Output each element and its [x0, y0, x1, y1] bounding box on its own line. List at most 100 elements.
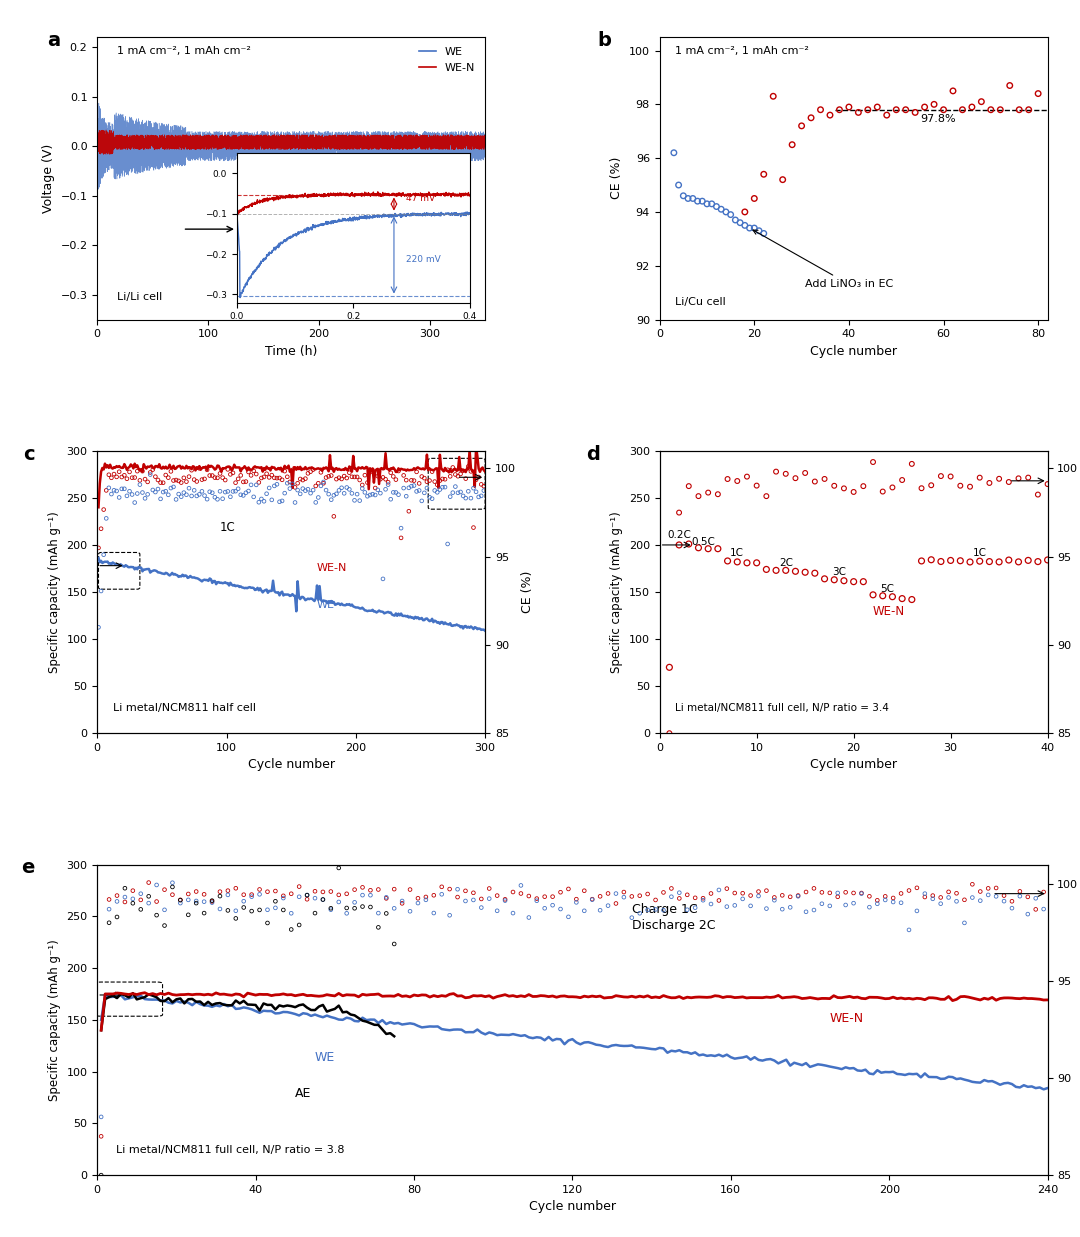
- Point: [885, 892, 902, 912]
- Point: [944, 80, 961, 100]
- Point: [322, 882, 339, 902]
- Point: [497, 889, 514, 909]
- Point: [457, 881, 474, 901]
- Point: [129, 484, 146, 503]
- Point: [157, 481, 174, 501]
- Point: [442, 466, 459, 486]
- Point: [126, 468, 144, 487]
- Point: [583, 889, 600, 909]
- Point: [156, 901, 173, 920]
- Point: [379, 475, 396, 495]
- Point: [298, 889, 315, 909]
- Point: [162, 461, 179, 481]
- Point: [126, 492, 144, 512]
- Text: 97.8%: 97.8%: [920, 114, 956, 124]
- Point: [372, 469, 389, 489]
- Y-axis label: CE (%): CE (%): [522, 570, 535, 614]
- Point: [312, 463, 329, 482]
- Point: [327, 469, 345, 489]
- Point: [148, 892, 165, 912]
- Point: [694, 888, 712, 908]
- Point: [1010, 469, 1027, 489]
- Point: [362, 881, 379, 901]
- Point: [639, 884, 657, 904]
- Point: [426, 481, 443, 501]
- Point: [793, 116, 810, 136]
- Point: [116, 479, 133, 499]
- Point: [457, 469, 474, 489]
- Point: [170, 471, 187, 491]
- Point: [782, 887, 799, 907]
- Point: [854, 476, 872, 496]
- Point: [372, 484, 389, 503]
- Point: [292, 484, 309, 503]
- Point: [110, 461, 127, 481]
- Point: [888, 100, 905, 120]
- Point: [108, 907, 125, 927]
- Point: [623, 908, 640, 928]
- Point: [980, 884, 997, 904]
- Point: [951, 476, 969, 496]
- Text: AE: AE: [295, 1087, 311, 1101]
- Point: [298, 886, 315, 905]
- Point: [286, 492, 303, 512]
- Point: [797, 463, 814, 482]
- Point: [274, 886, 292, 905]
- Point: [438, 534, 456, 554]
- Point: [108, 481, 125, 501]
- Point: [325, 506, 342, 526]
- Point: [136, 489, 153, 508]
- Point: [1039, 474, 1056, 494]
- Point: [948, 892, 966, 912]
- Point: [212, 481, 229, 501]
- Point: [972, 882, 989, 902]
- Point: [739, 466, 756, 486]
- Point: [464, 891, 482, 910]
- Point: [942, 550, 959, 570]
- Point: [108, 886, 125, 905]
- Point: [447, 465, 464, 485]
- Point: [963, 98, 981, 118]
- Point: [90, 617, 107, 637]
- Point: [148, 905, 165, 925]
- Text: c: c: [24, 445, 36, 464]
- Point: [1011, 882, 1028, 902]
- Point: [149, 470, 166, 490]
- Point: [235, 892, 253, 912]
- Point: [948, 883, 966, 903]
- Y-axis label: Specific capacity (mAh g⁻¹): Specific capacity (mAh g⁻¹): [48, 939, 60, 1101]
- Point: [117, 892, 134, 912]
- Point: [214, 489, 231, 508]
- Point: [369, 880, 387, 899]
- Point: [521, 908, 538, 928]
- Point: [996, 886, 1013, 905]
- Point: [845, 482, 862, 502]
- Point: [140, 872, 158, 892]
- Point: [853, 883, 870, 903]
- Point: [693, 192, 711, 212]
- Point: [755, 224, 772, 244]
- Point: [972, 891, 989, 910]
- Point: [378, 887, 395, 907]
- Point: [219, 459, 237, 479]
- Point: [981, 552, 998, 571]
- Point: [268, 474, 285, 494]
- Point: [134, 482, 151, 502]
- Point: [195, 469, 213, 489]
- Point: [206, 468, 224, 487]
- Point: [235, 898, 253, 918]
- Point: [108, 468, 125, 487]
- Point: [837, 882, 854, 902]
- Point: [362, 886, 379, 905]
- Point: [449, 887, 467, 907]
- Point: [172, 893, 189, 913]
- Point: [758, 559, 775, 579]
- Point: [599, 896, 617, 915]
- Point: [164, 873, 181, 893]
- Point: [462, 461, 480, 481]
- Point: [132, 899, 149, 919]
- Point: [892, 893, 909, 913]
- Point: [773, 886, 791, 905]
- Point: [227, 878, 244, 898]
- Point: [369, 480, 387, 500]
